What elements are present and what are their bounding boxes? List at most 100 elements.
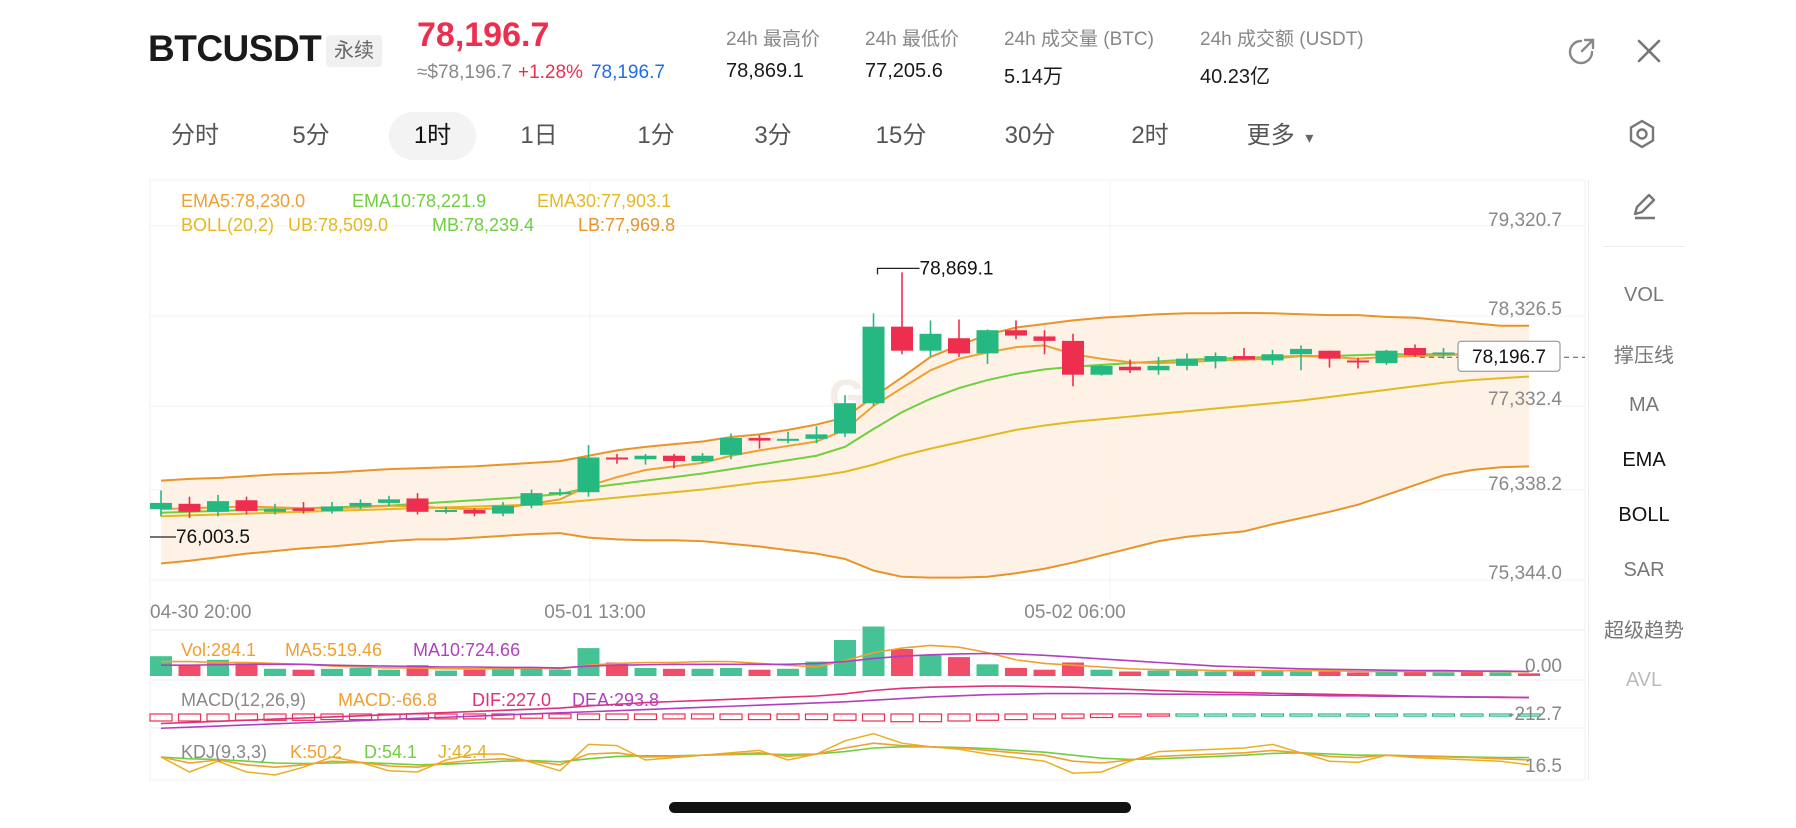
high-marker-line — [876, 267, 920, 275]
boll-legend-item: UB:78,509.0 — [288, 215, 388, 235]
stat-24h-volume: 24h 成交量 (BTC) 5.14万 — [1004, 24, 1154, 89]
volume-bar — [1119, 671, 1141, 676]
side-item-ema[interactable]: EMA — [1622, 449, 1666, 471]
volume-bar — [492, 668, 514, 676]
volume-legend-item: MA10:724.66 — [413, 640, 520, 660]
macd-hist-bar — [890, 713, 914, 723]
tab-interval-30m[interactable]: 30分 — [1004, 122, 1056, 149]
symbol-title: BTCUSDT — [148, 28, 322, 69]
volume-bar — [1176, 670, 1198, 676]
volume-bar — [691, 668, 714, 676]
time-axis-label: 05-02 06:00 — [1024, 602, 1125, 623]
candle-body — [549, 492, 571, 495]
tab-interval-15m[interactable]: 15分 — [875, 122, 927, 149]
candle-body — [919, 333, 942, 351]
stat-value: 77,205.6 — [865, 60, 943, 82]
macd-hist-bar — [548, 713, 572, 719]
candle-body — [691, 455, 714, 462]
candle-body — [207, 501, 229, 512]
tab-interval-1m[interactable]: 1分 — [637, 122, 675, 149]
time-axis-label: 05-01 13:00 — [544, 602, 645, 623]
kdj-axis-label: 16.5 — [1525, 756, 1562, 777]
volume-legend-item: Vol:284.1 — [181, 640, 256, 660]
macd-hist-bar — [776, 713, 800, 721]
open-external-icon[interactable] — [1564, 34, 1598, 68]
contract-type-badge: 永续 — [326, 35, 382, 67]
macd-hist-bar — [1175, 713, 1199, 717]
macd-hist-bar — [975, 713, 1000, 721]
candle-body — [976, 330, 999, 354]
side-item-ma[interactable]: MA — [1629, 394, 1659, 416]
tab-interval-3m[interactable]: 3分 — [754, 122, 792, 149]
settings-icon[interactable] — [1625, 117, 1659, 151]
volume-bar — [378, 669, 400, 676]
volume-bar — [1290, 671, 1312, 676]
volume-bar — [1147, 670, 1170, 676]
candle-body — [805, 434, 828, 439]
macd-hist-bar — [833, 713, 857, 721]
chevron-down-icon: ▾ — [1305, 130, 1314, 147]
volume-bar — [919, 655, 942, 676]
volume-bar — [891, 649, 913, 676]
macd-hist-bar — [1460, 713, 1484, 717]
kdj-k-line — [160, 742, 1530, 769]
tab-interval-1h[interactable]: 1时 — [389, 112, 476, 160]
candle-body — [235, 500, 258, 511]
volume-bar — [292, 669, 315, 676]
macd-legend-item: DEA:293.8 — [572, 690, 659, 710]
candle-body — [406, 498, 429, 512]
macd-hist-bar — [1403, 713, 1427, 717]
macd-hist-bar — [1431, 713, 1456, 717]
candle-body — [1005, 330, 1027, 336]
side-item-vol[interactable]: VOL — [1623, 284, 1665, 306]
volume-bar — [520, 667, 543, 676]
candle-body — [1233, 356, 1255, 360]
volume-bar — [1318, 671, 1341, 676]
macd-hist-bar — [1317, 713, 1342, 717]
candle-body — [1404, 348, 1426, 356]
draw-tool-button[interactable] — [1589, 188, 1699, 228]
tab-interval-2h[interactable]: 2时 — [1131, 122, 1169, 149]
candle-body — [1033, 336, 1056, 341]
side-item-avl[interactable]: AVL — [1625, 669, 1663, 691]
macd-hist-bar — [1346, 713, 1370, 717]
tab-interval-5m[interactable]: 5分 — [292, 122, 330, 149]
side-item-supertrend[interactable]: 超级趋势 — [1604, 620, 1684, 642]
macd-legend-item: MACD:-66.8 — [338, 690, 437, 710]
macd-hist-bar — [1118, 713, 1142, 718]
change-percent: +1.28% — [517, 62, 583, 83]
stat-24h-turnover: 24h 成交额 (USDT) 40.23亿 — [1200, 24, 1364, 89]
volume-bar — [976, 664, 999, 676]
stat-24h-high: 24h 最高价 78,869.1 — [726, 24, 820, 83]
volume-bar — [1375, 670, 1398, 676]
candle-body — [1119, 366, 1141, 371]
stat-24h-low: 24h 最低价 77,205.6 — [865, 24, 959, 83]
candle-body — [1375, 350, 1398, 364]
kdj-legend-item: D:54.1 — [364, 742, 417, 762]
stat-label: 24h 最高价 — [726, 29, 820, 50]
volume-ma10-line — [161, 652, 1530, 673]
more-label: 更多 — [1246, 122, 1295, 149]
macd-hist-bar — [1488, 713, 1513, 717]
candle-body — [606, 457, 628, 460]
side-item-boll[interactable]: BOLL — [1618, 504, 1670, 526]
side-divider — [1603, 246, 1685, 247]
tab-interval-more[interactable]: 更多 ▾ — [1225, 112, 1335, 160]
side-item-support-resistance[interactable]: 撑压线 — [1614, 345, 1674, 367]
home-indicator[interactable] — [669, 802, 1131, 813]
macd-hist-bar — [662, 713, 686, 720]
volume-bar — [663, 668, 685, 676]
volume-bar — [178, 665, 201, 676]
candle-body — [435, 510, 457, 513]
candle-body — [1318, 350, 1341, 359]
stat-value: 40.23亿 — [1200, 66, 1271, 88]
candle-body — [1432, 352, 1455, 355]
macd-hist-bar — [947, 713, 971, 722]
tab-interval-timeline[interactable]: 分时 — [171, 122, 219, 149]
tab-interval-1d[interactable]: 1日 — [520, 122, 558, 149]
macd-hist-bar — [1089, 713, 1114, 719]
close-icon[interactable] — [1632, 34, 1666, 68]
side-item-sar[interactable]: SAR — [1623, 559, 1665, 581]
macd-legend-item: MACD(12,26,9) — [181, 690, 306, 710]
